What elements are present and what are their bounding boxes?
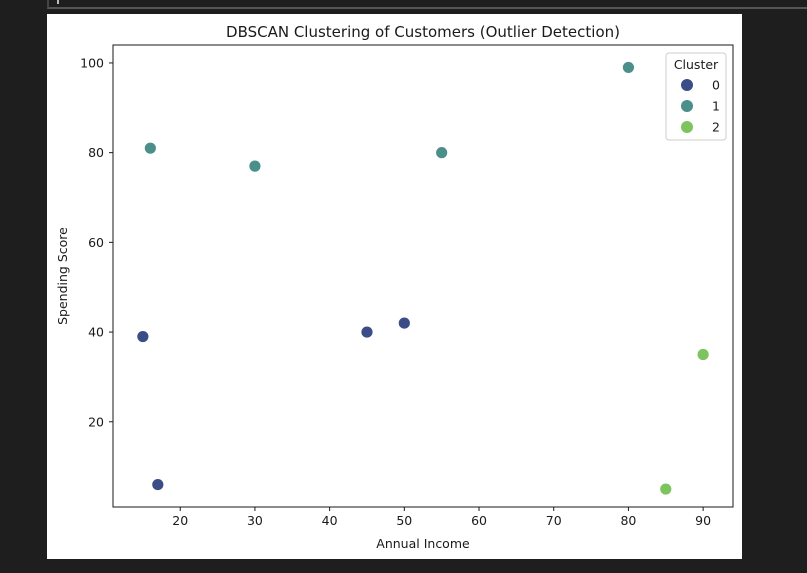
data-point-cluster-0 xyxy=(136,330,150,343)
data-point-cluster-0 xyxy=(397,316,411,330)
data-point-cluster-0 xyxy=(360,325,374,339)
chart-title: DBSCAN Clustering of Customers (Outlier … xyxy=(226,23,620,41)
plot-area xyxy=(112,44,734,508)
data-point-cluster-2 xyxy=(696,348,710,361)
legend: Cluster 0 1 2 xyxy=(665,52,727,141)
data-point-cluster-1 xyxy=(435,146,449,160)
x-tick-label: 30 xyxy=(247,513,263,528)
cell-output-marker xyxy=(57,0,59,4)
data-point-cluster-1 xyxy=(622,61,635,74)
y-axis-label: Spending Score xyxy=(55,227,70,325)
legend-entries: 0 1 2 xyxy=(681,78,720,135)
legend-marker-1 xyxy=(681,100,693,112)
x-tick-label: 90 xyxy=(695,513,711,528)
x-axis-ticks: 20 30 40 50 60 70 80 90 xyxy=(172,507,711,528)
legend-marker-2 xyxy=(681,121,693,133)
x-tick-label: 60 xyxy=(471,513,487,528)
cell-output-border xyxy=(47,0,807,9)
x-tick-label: 20 xyxy=(172,513,188,528)
x-tick-label: 70 xyxy=(546,513,562,528)
legend-frame xyxy=(665,52,727,141)
data-point-cluster-1 xyxy=(248,159,262,173)
x-axis-label: Annual Income xyxy=(376,536,470,551)
y-tick-label: 80 xyxy=(88,145,104,160)
data-points xyxy=(136,61,710,496)
legend-label: 2 xyxy=(712,120,720,135)
y-tick-label: 100 xyxy=(80,55,104,70)
y-tick-label: 40 xyxy=(88,325,104,340)
legend-title: Cluster xyxy=(674,57,719,72)
y-axis-ticks: 20 40 60 80 100 xyxy=(80,55,113,429)
legend-label: 1 xyxy=(712,99,720,114)
data-point-cluster-0 xyxy=(151,478,165,491)
data-point-cluster-2 xyxy=(659,482,673,496)
x-tick-label: 50 xyxy=(396,513,412,528)
x-tick-label: 40 xyxy=(322,513,338,528)
legend-label: 0 xyxy=(712,78,720,93)
y-tick-label: 60 xyxy=(88,235,104,250)
x-tick-label: 80 xyxy=(620,513,636,528)
y-tick-label: 20 xyxy=(88,414,104,429)
data-point-cluster-1 xyxy=(143,141,157,155)
legend-marker-0 xyxy=(681,79,693,91)
